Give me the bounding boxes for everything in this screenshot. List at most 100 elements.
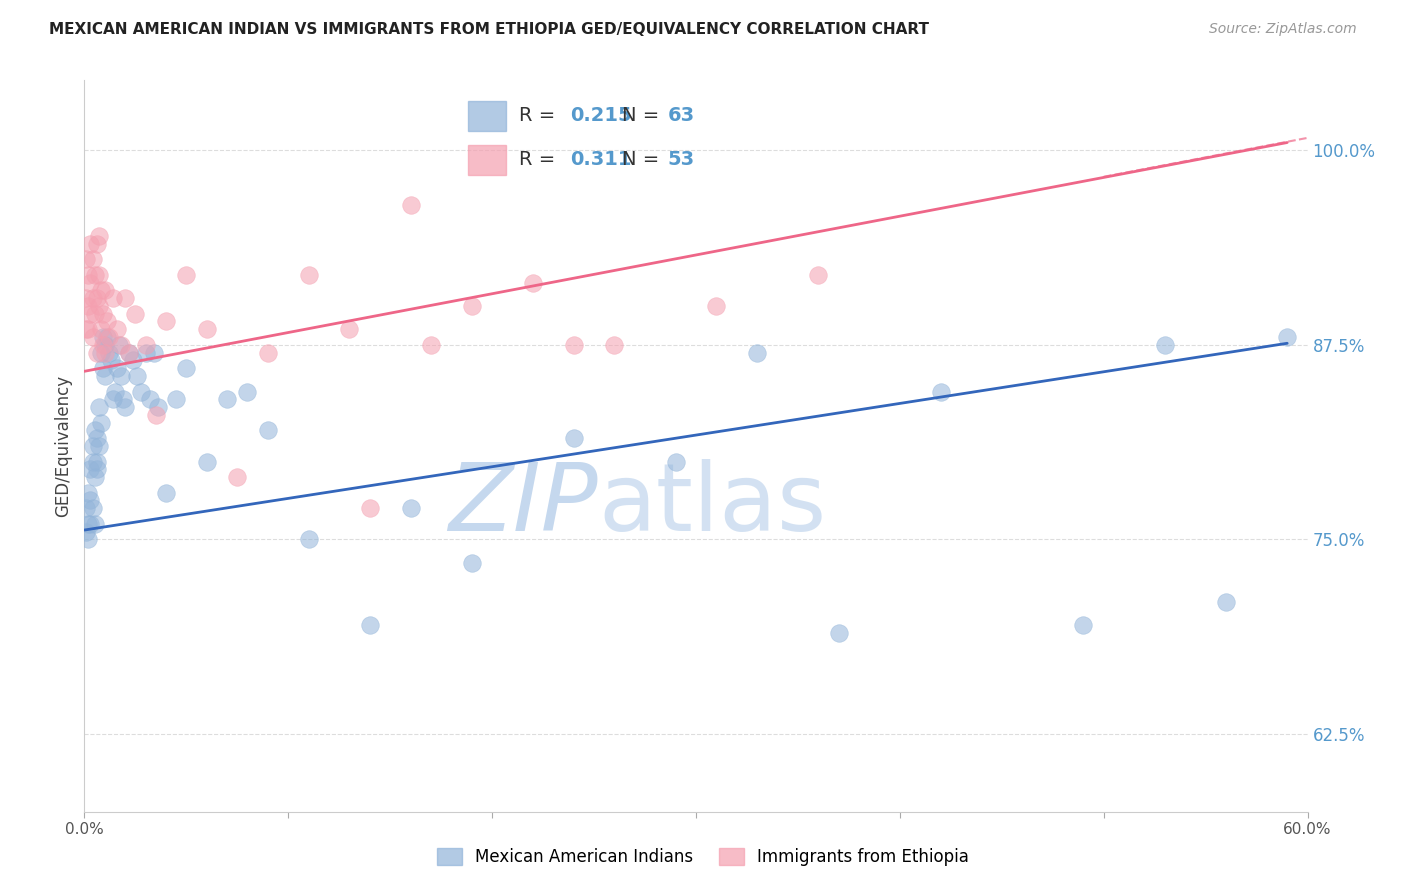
Point — [96, 330, 118, 344]
Point — [135, 338, 157, 352]
Point — [195, 454, 218, 468]
Point — [87, 228, 110, 243]
Point — [97, 345, 120, 359]
Point — [461, 299, 484, 313]
Point — [155, 485, 177, 500]
Point — [77, 533, 100, 547]
Point — [75, 291, 97, 305]
Point — [257, 345, 280, 359]
Point — [91, 361, 114, 376]
Point — [165, 392, 187, 407]
Point — [195, 322, 218, 336]
Point — [83, 470, 105, 484]
Point — [828, 625, 851, 640]
Point — [82, 454, 104, 468]
Point — [86, 431, 108, 445]
Text: ZIP: ZIP — [449, 459, 598, 550]
Point — [339, 322, 361, 336]
Point — [155, 314, 177, 328]
Point — [83, 424, 105, 438]
Point — [77, 299, 100, 313]
Point — [79, 462, 101, 476]
Point — [929, 384, 952, 399]
Point — [83, 307, 105, 321]
Text: atlas: atlas — [598, 458, 827, 550]
Point — [298, 268, 321, 282]
Point — [399, 501, 422, 516]
Point — [79, 276, 101, 290]
Point — [77, 516, 100, 531]
Point — [82, 501, 104, 516]
Legend: Mexican American Indians, Immigrants from Ethiopia: Mexican American Indians, Immigrants fro… — [429, 840, 977, 875]
Point — [124, 307, 146, 321]
Point — [114, 400, 136, 414]
Point — [90, 322, 112, 336]
Point — [83, 268, 105, 282]
Point — [110, 338, 132, 352]
Point — [298, 533, 321, 547]
Point — [665, 454, 688, 468]
Point — [86, 236, 108, 251]
Point — [83, 516, 105, 531]
Point — [101, 392, 124, 407]
Point — [75, 252, 97, 267]
Point — [90, 284, 112, 298]
Point — [86, 291, 108, 305]
Point — [1215, 594, 1237, 608]
Point — [77, 268, 100, 282]
Point — [118, 345, 141, 359]
Point — [105, 361, 128, 376]
Point — [420, 338, 443, 352]
Point — [236, 384, 259, 399]
Point — [82, 439, 104, 453]
Point — [79, 236, 101, 251]
Point — [127, 368, 149, 383]
Point — [93, 345, 115, 359]
Point — [87, 439, 110, 453]
Point — [359, 618, 381, 632]
Point — [90, 416, 112, 430]
Point — [174, 361, 197, 376]
Point — [86, 462, 108, 476]
Point — [108, 338, 131, 352]
Point — [82, 252, 104, 267]
Point — [77, 485, 100, 500]
Point — [359, 501, 381, 516]
Point — [86, 345, 108, 359]
Text: MEXICAN AMERICAN INDIAN VS IMMIGRANTS FROM ETHIOPIA GED/EQUIVALENCY CORRELATION : MEXICAN AMERICAN INDIAN VS IMMIGRANTS FR… — [49, 22, 929, 37]
Point — [75, 322, 97, 336]
Point — [87, 299, 110, 313]
Point — [97, 330, 120, 344]
Point — [87, 268, 110, 282]
Point — [118, 345, 141, 359]
Point — [522, 276, 544, 290]
Point — [174, 268, 197, 282]
Point — [77, 322, 100, 336]
Point — [75, 524, 97, 539]
Point — [706, 299, 728, 313]
Point — [257, 424, 280, 438]
Point — [145, 408, 167, 422]
Point — [79, 307, 101, 321]
Point — [1154, 338, 1177, 352]
Point — [87, 400, 110, 414]
Point — [93, 284, 115, 298]
Point — [142, 345, 165, 359]
Point — [135, 345, 157, 359]
Point — [146, 400, 169, 414]
Point — [110, 368, 132, 383]
Point — [91, 330, 114, 344]
Point — [138, 392, 160, 407]
Point — [226, 470, 249, 484]
Point — [461, 556, 484, 570]
Point — [93, 368, 115, 383]
Point — [91, 338, 114, 352]
Point — [75, 501, 97, 516]
Point — [79, 516, 101, 531]
Point — [105, 322, 128, 336]
Point — [82, 291, 104, 305]
Point — [122, 353, 145, 368]
Point — [562, 431, 585, 445]
Point — [131, 384, 153, 399]
Point — [100, 353, 122, 368]
